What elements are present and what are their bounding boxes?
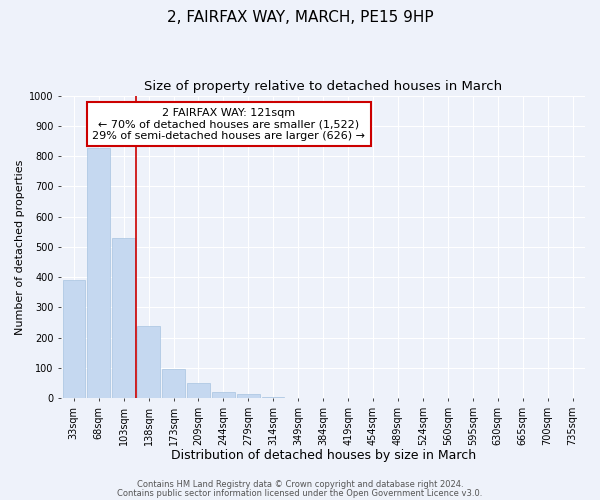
Text: 2, FAIRFAX WAY, MARCH, PE15 9HP: 2, FAIRFAX WAY, MARCH, PE15 9HP <box>167 10 433 25</box>
Bar <box>88 148 110 398</box>
Text: Contains HM Land Registry data © Crown copyright and database right 2024.: Contains HM Land Registry data © Crown c… <box>137 480 463 489</box>
X-axis label: Distribution of detached houses by size in March: Distribution of detached houses by size … <box>170 450 476 462</box>
Bar <box>237 394 260 398</box>
Bar <box>112 238 135 398</box>
Text: Contains public sector information licensed under the Open Government Licence v3: Contains public sector information licen… <box>118 488 482 498</box>
Bar <box>137 326 160 398</box>
Bar <box>212 392 235 398</box>
Bar <box>62 280 85 398</box>
Title: Size of property relative to detached houses in March: Size of property relative to detached ho… <box>144 80 502 93</box>
Bar <box>163 369 185 398</box>
Text: 2 FAIRFAX WAY: 121sqm
← 70% of detached houses are smaller (1,522)
29% of semi-d: 2 FAIRFAX WAY: 121sqm ← 70% of detached … <box>92 108 365 141</box>
Bar <box>187 382 209 398</box>
Y-axis label: Number of detached properties: Number of detached properties <box>15 159 25 334</box>
Bar <box>262 397 284 398</box>
